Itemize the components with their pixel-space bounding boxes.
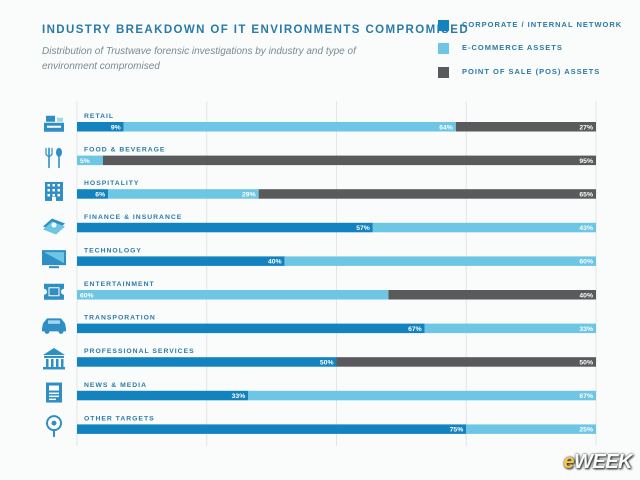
data-label: 64% <box>439 124 453 131</box>
bar-segment-pos <box>388 290 596 300</box>
data-label: 33% <box>232 393 246 400</box>
category-label: HOSPITALITY <box>84 180 139 187</box>
bar-segment-pos <box>102 155 596 166</box>
data-label: 67% <box>579 393 593 400</box>
monitor-icon <box>42 250 66 269</box>
fork-spoon-icon <box>45 147 62 169</box>
category-label: FINANCE & INSURANCE <box>84 214 182 221</box>
legend-swatch-corporate <box>438 20 449 31</box>
bar-segment-corporate <box>77 222 373 233</box>
chart-subtitle: Distribution of Trustwave forensic inves… <box>42 46 356 72</box>
bar-row-professional-services: PROFESSIONAL SERVICES 50% 50% <box>43 347 596 370</box>
chart-title: INDUSTRY BREAKDOWN OF IT ENVIRONMENTS CO… <box>42 24 470 36</box>
bar-row-technology: TECHNOLOGY 40% 60% <box>42 247 596 269</box>
bar-segment-ecommerce <box>77 290 389 300</box>
bar-row-retail: RETAIL 9% 64% 27% <box>44 113 596 132</box>
bar-segment-ecommerce <box>424 323 596 334</box>
map-pin-icon <box>46 415 62 438</box>
car-icon <box>42 318 66 334</box>
data-label: 95% <box>579 158 593 165</box>
bank-icon <box>43 347 65 370</box>
category-label: TRANSPORATION <box>84 315 156 322</box>
bar-segment-pos <box>336 357 596 367</box>
data-label: 57% <box>356 225 370 232</box>
bar-row-other-targets: OTHER TARGETS 75% 25% <box>46 415 596 438</box>
data-label: 9% <box>111 124 121 131</box>
data-label: 50% <box>579 360 593 367</box>
bar-segment-corporate <box>77 189 109 199</box>
data-label: 40% <box>268 259 282 266</box>
data-label: 5% <box>80 158 90 165</box>
bar-segment-ecommerce <box>77 155 103 166</box>
bar-segment-ecommerce <box>284 256 596 266</box>
bar-segment-ecommerce <box>372 222 596 233</box>
bar-row-news-and-media: NEWS & MEDIA 33% 67% <box>46 382 596 403</box>
bar-segment-corporate <box>77 357 337 367</box>
data-label: 6% <box>95 192 105 199</box>
data-label: 27% <box>579 124 593 131</box>
category-label: ENTERTAINMENT <box>84 281 155 288</box>
legend-label-corporate: CORPORATE / INTERNAL NETWORK <box>462 20 623 29</box>
bar-row-finance-and-insurance: FINANCE & INSURANCE 57% 43% <box>43 214 596 235</box>
ticket-icon <box>44 283 64 300</box>
bar-segment-corporate <box>77 323 425 334</box>
newspaper-icon <box>46 382 62 403</box>
category-label: OTHER TARGETS <box>84 415 155 422</box>
data-label: 40% <box>579 292 593 299</box>
bar-segment-ecommerce <box>248 390 596 401</box>
bar-segment-corporate <box>77 122 124 132</box>
bar-segment-ecommerce <box>123 122 456 132</box>
eweek-watermark: eWEEK <box>563 451 632 473</box>
data-label: 43% <box>579 225 593 232</box>
bar-segment-pos <box>258 189 596 199</box>
data-label: 60% <box>579 259 593 266</box>
legend-label-ecommerce: E-COMMERCE ASSETS <box>462 43 563 52</box>
bar-row-entertainment: ENTERTAINMENT 60% 40% <box>44 281 596 300</box>
bar-row-transporation: TRANSPORATION 67% 33% <box>42 315 596 334</box>
money-icon <box>43 218 65 235</box>
data-label: 33% <box>579 326 593 333</box>
bar-row-hospitality: HOSPITALITY 6% 29% 65% <box>45 180 596 201</box>
legend-label-pos: POINT OF SALE (POS) ASSETS <box>462 67 601 76</box>
data-label: 67% <box>408 326 422 333</box>
category-label: RETAIL <box>84 113 114 120</box>
legend-swatch-pos <box>438 67 449 78</box>
bar-row-food-and-beverage: FOOD & BEVERAGE 5% 95% <box>45 147 596 169</box>
bar-segment-ecommerce <box>108 189 259 199</box>
data-label: 75% <box>450 427 464 434</box>
bar-segment-corporate <box>77 424 467 434</box>
data-label: 65% <box>579 192 593 199</box>
data-label: 50% <box>320 360 334 367</box>
legend-swatch-ecommerce <box>438 43 449 54</box>
category-label: PROFESSIONAL SERVICES <box>84 348 195 355</box>
hotel-icon <box>45 181 63 201</box>
bar-segment-ecommerce <box>466 424 596 434</box>
bar-segment-corporate <box>77 256 285 266</box>
data-label: 60% <box>80 292 94 299</box>
bar-segment-pos <box>455 122 596 132</box>
category-label: NEWS & MEDIA <box>84 382 147 389</box>
bar-segment-corporate <box>77 390 249 401</box>
data-label: 29% <box>242 192 256 199</box>
category-label: TECHNOLOGY <box>84 247 142 254</box>
cash-register-icon <box>44 115 64 132</box>
data-label: 25% <box>579 427 593 434</box>
category-label: FOOD & BEVERAGE <box>84 147 165 154</box>
